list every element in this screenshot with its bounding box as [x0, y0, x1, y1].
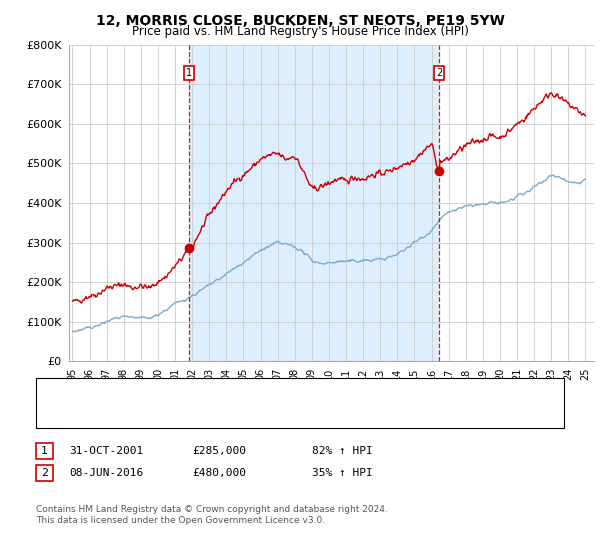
Text: 2: 2 [436, 68, 442, 78]
Text: 35% ↑ HPI: 35% ↑ HPI [312, 468, 373, 478]
Text: 82% ↑ HPI: 82% ↑ HPI [312, 446, 373, 456]
Text: Price paid vs. HM Land Registry's House Price Index (HPI): Price paid vs. HM Land Registry's House … [131, 25, 469, 38]
Bar [189, 45, 439, 361]
Text: 2: 2 [41, 468, 48, 478]
Text: 12, MORRIS CLOSE, BUCKDEN, ST NEOTS, PE19 5YW (detached house): 12, MORRIS CLOSE, BUCKDEN, ST NEOTS, PE1… [84, 387, 452, 397]
Text: 12, MORRIS CLOSE, BUCKDEN, ST NEOTS, PE19 5YW: 12, MORRIS CLOSE, BUCKDEN, ST NEOTS, PE1… [95, 14, 505, 28]
Text: £285,000: £285,000 [192, 446, 246, 456]
Text: 31-OCT-2001: 31-OCT-2001 [69, 446, 143, 456]
Text: HPI: Average price, detached house, Huntingdonshire: HPI: Average price, detached house, Hunt… [84, 409, 364, 419]
Text: 08-JUN-2016: 08-JUN-2016 [69, 468, 143, 478]
Text: Contains HM Land Registry data © Crown copyright and database right 2024.
This d: Contains HM Land Registry data © Crown c… [36, 505, 388, 525]
Text: 1: 1 [41, 446, 48, 456]
Text: 1: 1 [186, 68, 192, 78]
Text: £480,000: £480,000 [192, 468, 246, 478]
